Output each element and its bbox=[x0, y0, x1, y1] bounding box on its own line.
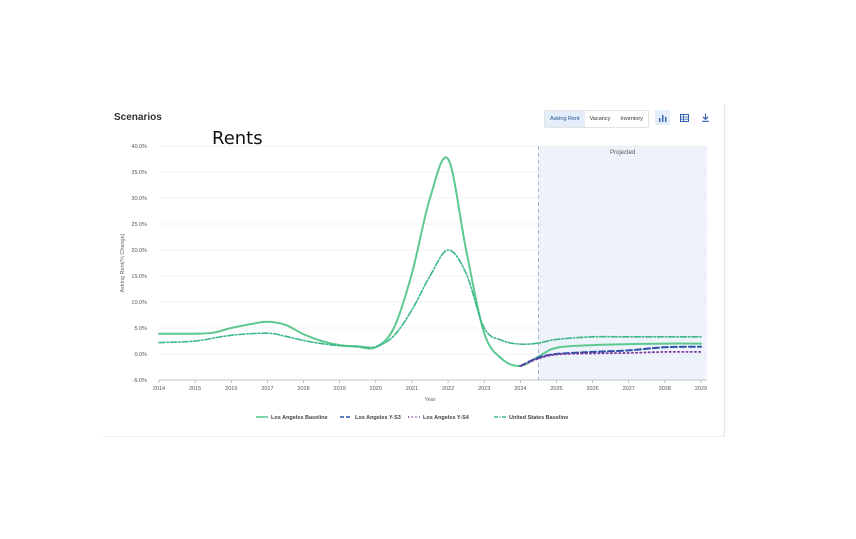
y-tick-label: 20.0% bbox=[131, 248, 147, 254]
download-icon[interactable] bbox=[698, 110, 713, 125]
y-tick-label: -5.0% bbox=[133, 378, 147, 384]
y-tick-label: 30.0% bbox=[131, 196, 147, 202]
chart-overlay-title: Rents bbox=[212, 128, 263, 149]
x-tick-label: 2024 bbox=[514, 386, 526, 392]
tab-inventory[interactable]: Inventory bbox=[615, 111, 648, 127]
x-tick-label: 2018 bbox=[297, 386, 309, 392]
x-tick-label: 2028 bbox=[659, 386, 671, 392]
x-tick-label: 2026 bbox=[586, 386, 598, 392]
x-tick-label: 2019 bbox=[334, 386, 346, 392]
series-line-3 bbox=[519, 350, 702, 367]
legend-label: United States Baseline bbox=[509, 415, 568, 421]
x-tick-label: 2021 bbox=[406, 386, 418, 392]
y-tick-label: 5.0% bbox=[134, 326, 147, 332]
legend-label: Los Angeles Y-S4 bbox=[423, 415, 470, 421]
series-line-1 bbox=[158, 156, 702, 368]
y-tick-label: 15.0% bbox=[131, 274, 147, 280]
x-tick-label: 2016 bbox=[225, 386, 237, 392]
y-tick-label: 35.0% bbox=[131, 170, 147, 176]
y-axis-label: Asking Rent(% Change) bbox=[120, 233, 126, 292]
panel-title: Scenarios bbox=[114, 112, 162, 123]
y-tick-label: 10.0% bbox=[131, 300, 147, 306]
x-tick-label: 2017 bbox=[261, 386, 273, 392]
x-tick-label: 2027 bbox=[623, 386, 635, 392]
tab-asking-rent[interactable]: Asking Rent bbox=[545, 111, 585, 127]
x-tick-label: 2014 bbox=[153, 386, 165, 392]
x-axis-label: Year bbox=[424, 397, 435, 403]
series-line-2 bbox=[519, 345, 702, 367]
projected-label: Projected bbox=[610, 150, 635, 156]
legend-label: Los Angeles Baseline bbox=[271, 415, 328, 421]
bar-chart-icon[interactable] bbox=[655, 110, 670, 125]
y-tick-label: 0.0% bbox=[134, 352, 147, 358]
metric-tabs: Asking Rent Vacancy Inventory bbox=[544, 110, 649, 128]
tab-vacancy[interactable]: Vacancy bbox=[584, 111, 616, 127]
scenarios-panel: Projected -5.0% 0.0% 5.0% 10.0% 15.0% 20.0% 25.… bbox=[102, 104, 725, 437]
x-tick-label: 2025 bbox=[550, 386, 562, 392]
x-tick-label: 2029 bbox=[695, 386, 707, 392]
projected-region bbox=[538, 146, 707, 380]
x-tick-label: 2015 bbox=[189, 386, 201, 392]
x-tick-label: 2020 bbox=[370, 386, 382, 392]
table-icon[interactable] bbox=[677, 110, 692, 125]
y-tick-label: 25.0% bbox=[131, 222, 147, 228]
series-line-4 bbox=[158, 249, 702, 349]
x-tick-label: 2022 bbox=[442, 386, 454, 392]
rent-chart: Projected -5.0% 0.0% 5.0% 10.0% 15.0% 20.0% 25.… bbox=[120, 144, 707, 421]
x-tick-label: 2023 bbox=[478, 386, 490, 392]
y-tick-label: 40.0% bbox=[131, 144, 147, 150]
legend-label: Los Angeles Y-S3 bbox=[355, 415, 401, 421]
